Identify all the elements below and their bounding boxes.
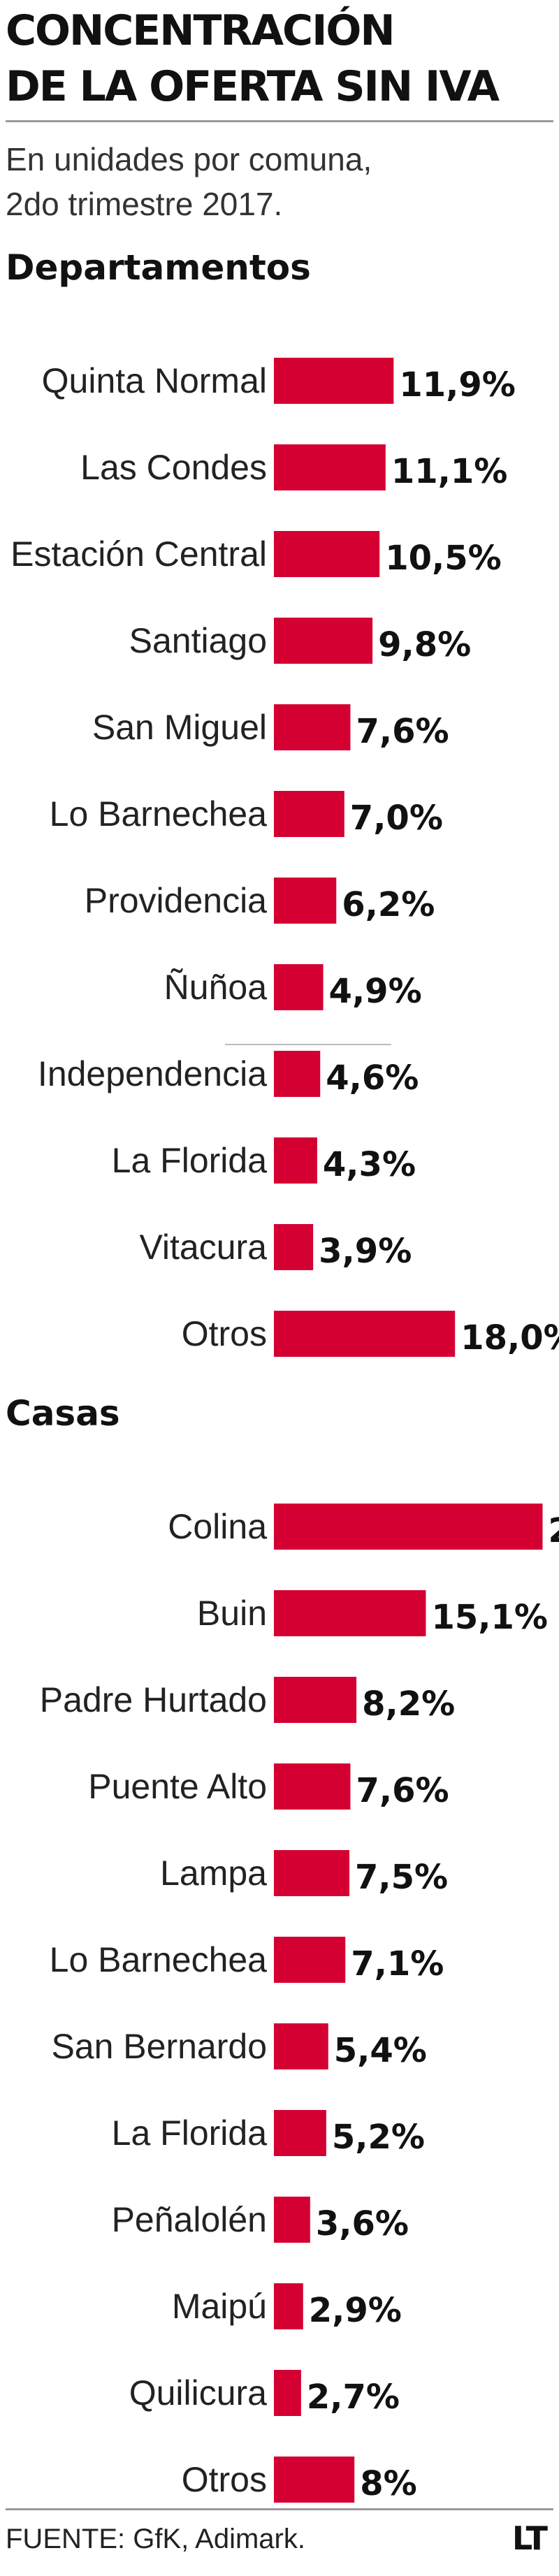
casas-value-label: 5,2% (332, 2118, 425, 2157)
chart-title: CONCENTRACIÓN DE LA OFERTA SIN IVA (6, 3, 551, 115)
departamentos-category-label: La Florida (112, 1141, 268, 1180)
casas-category-label: Lampa (160, 1854, 267, 1893)
subtitle-line-2: 2do trimestre 2017. (6, 186, 283, 222)
casas-value-label: 8% (360, 2464, 417, 2503)
section-title-departamentos: Departamentos (6, 247, 311, 288)
departamentos-bar (274, 964, 324, 1010)
departamentos-bar (274, 1224, 314, 1270)
departamentos-category-label: Ñuñoa (164, 968, 268, 1007)
departamentos-bar (274, 1137, 317, 1184)
casas-bar (274, 1504, 543, 1550)
casas-bar (274, 2023, 328, 2069)
departamentos-value-label: 4,3% (323, 1145, 416, 1184)
departamentos-value-label: 11,1% (391, 452, 508, 491)
departamentos-value-label: 6,2% (342, 885, 435, 924)
departamentos-category-label: Estación Central (10, 534, 267, 574)
casas-value-label: 7,1% (351, 1944, 444, 1984)
departamentos-bar (274, 704, 351, 750)
casas-bar (274, 1937, 346, 1983)
casas-bar (274, 2457, 355, 2503)
departamentos-value-label: 9,8% (378, 625, 471, 664)
departamentos-bar (274, 1311, 456, 1357)
departamentos-bar (274, 618, 373, 664)
casas-category-label: Buin (197, 1594, 267, 1633)
casas-value-label: 26,7% (548, 1511, 559, 1550)
departamentos-category-label: Las Condes (80, 448, 267, 487)
departamentos-category-label: Independencia (38, 1054, 267, 1093)
casas-category-label: Quilicura (129, 2373, 267, 2413)
title-divider (6, 120, 553, 122)
departamentos-category-label: Lo Barnechea (50, 794, 268, 834)
casas-category-label: Peñalolén (112, 2200, 267, 2239)
casas-bar (274, 1677, 357, 1723)
departamentos-value-label: 4,6% (326, 1058, 419, 1098)
departamentos-bar (274, 1051, 321, 1097)
casas-category-label: Padre Hurtado (40, 1680, 267, 1719)
casas-value-label: 2,9% (309, 2291, 402, 2330)
publisher-logo: LT (511, 2519, 548, 2557)
departamentos-value-label: 18,0% (460, 1318, 559, 1358)
section-title-casas: Casas (6, 1393, 120, 1434)
casas-value-label: 7,6% (356, 1771, 449, 1810)
source-note: FUENTE: GfK, Adimark. (6, 2524, 305, 2554)
departamentos-bar (274, 791, 344, 837)
casas-bar (274, 1763, 351, 1810)
casas-value-label: 2,7% (307, 2378, 400, 2417)
casas-value-label: 15,1% (431, 1598, 548, 1637)
casas-bar (274, 2283, 303, 2329)
departamentos-bar (274, 531, 380, 577)
casas-value-label: 5,4% (334, 2031, 427, 2070)
departamentos-value-label: 7,6% (356, 712, 449, 751)
casas-category-label: Lo Barnechea (50, 1940, 268, 1979)
casas-bar (274, 2370, 301, 2416)
casas-category-label: San Bernardo (51, 2027, 267, 2066)
bar-charts: Departamentos Quinta Normal 11,9% Las Conde… (6, 247, 559, 2503)
casas-category-label: Maipú (172, 2287, 267, 2326)
departamentos-bar (274, 358, 394, 404)
casas-bar (274, 2197, 310, 2243)
casas-value-label: 3,6% (316, 2204, 409, 2243)
casas-value-label: 7,5% (355, 1858, 448, 1897)
departamentos-value-label: 4,9% (329, 972, 422, 1011)
chart-subtitle: En unidades por comuna, 2do trimestre 20… (6, 137, 551, 226)
casas-category-label: Colina (168, 1507, 267, 1546)
departamentos-category-label: San Miguel (92, 708, 267, 747)
departamentos-value-label: 3,9% (319, 1232, 412, 1271)
casas-bar (274, 1590, 426, 1636)
departamentos-category-label: Providencia (85, 881, 267, 920)
casas-category-label: La Florida (112, 2113, 268, 2153)
departamentos-category-label: Santiago (129, 621, 267, 660)
casas-category-label: Puente Alto (88, 1767, 267, 1806)
chart-title-line-2: DE LA OFERTA SIN IVA (6, 62, 500, 111)
subtitle-line-1: En unidades por comuna, (6, 141, 372, 177)
casas-bar (274, 1850, 349, 1896)
departamentos-value-label: 7,0% (350, 799, 443, 838)
departamentos-category-label: Vitacura (139, 1228, 267, 1267)
chart-title-line-1: CONCENTRACIÓN (6, 6, 395, 55)
departamentos-value-label: 10,5% (385, 539, 502, 578)
departamentos-value-label: 11,9% (399, 365, 516, 405)
departamentos-bar (274, 444, 386, 490)
casas-value-label: 8,2% (362, 1684, 455, 1724)
casas-bar (274, 2110, 326, 2156)
departamentos-category-label: Otros (182, 1314, 267, 1353)
departamentos-category-label: Quinta Normal (42, 361, 267, 400)
footer-divider (6, 2508, 553, 2510)
casas-category-label: Otros (182, 2460, 267, 2499)
departamentos-bar (274, 878, 337, 924)
